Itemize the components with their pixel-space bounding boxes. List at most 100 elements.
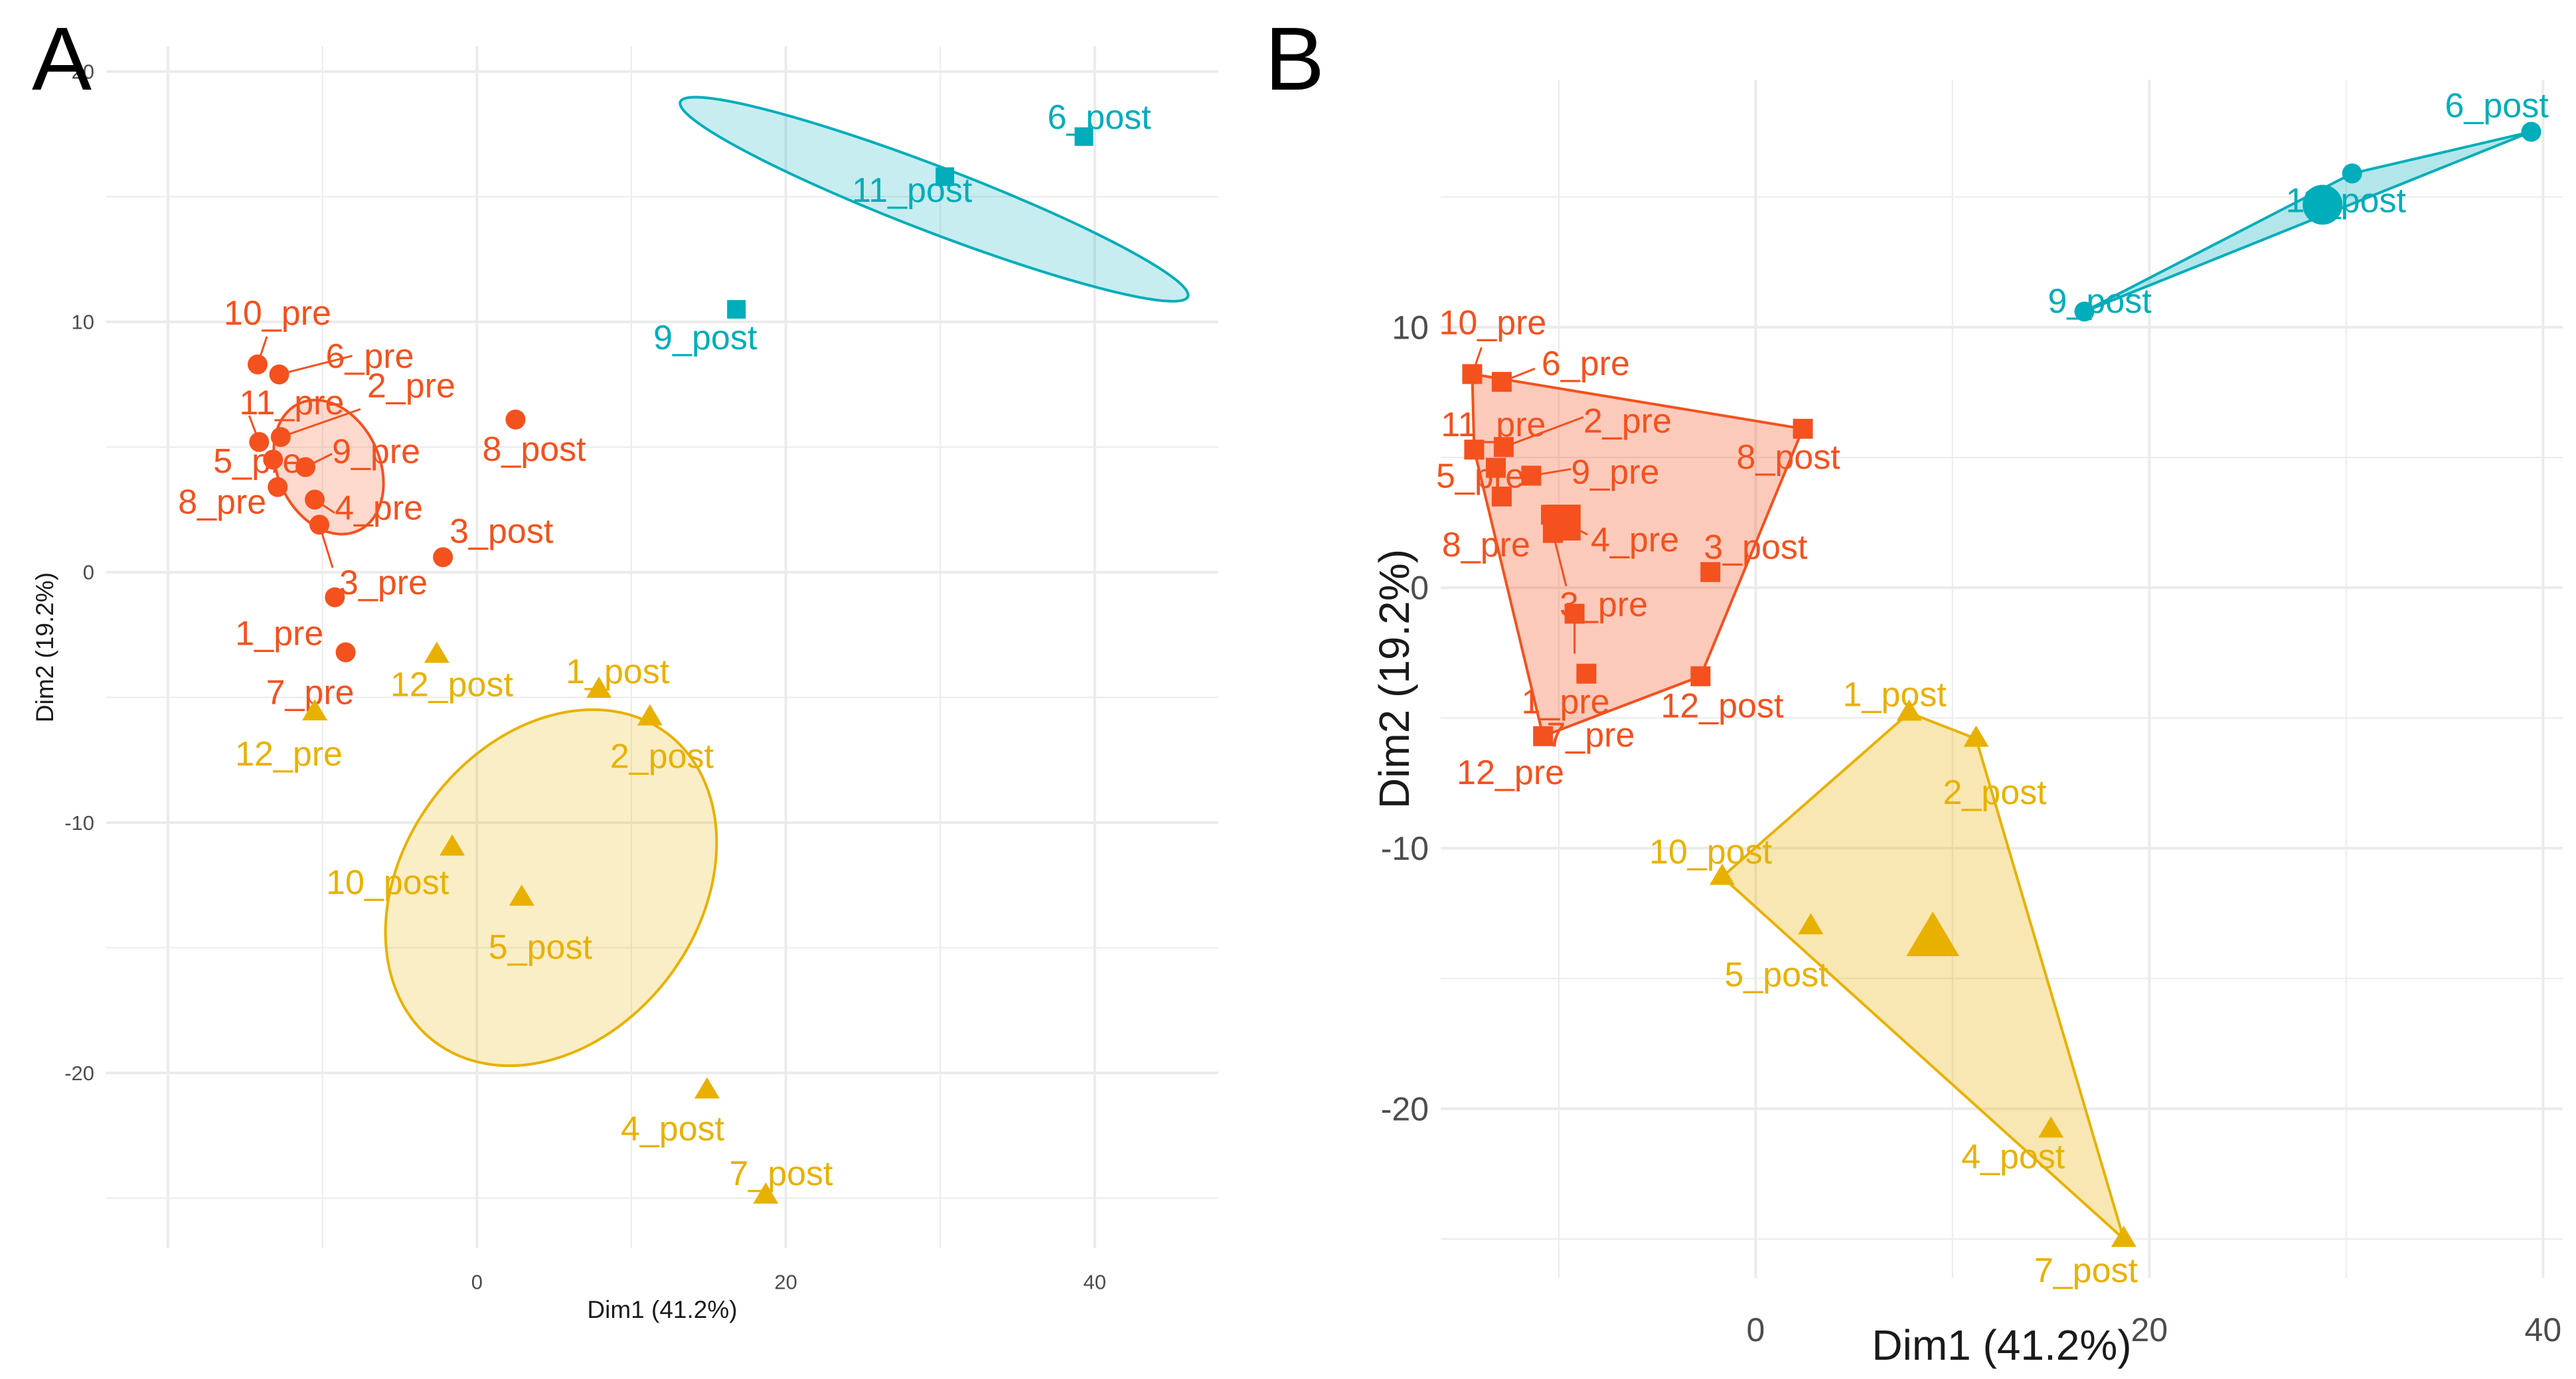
point-11-post — [2342, 163, 2362, 184]
point-7-post — [753, 1182, 779, 1204]
leader-line — [280, 408, 361, 438]
point-label-7-pre: 7_pre — [1546, 716, 1635, 755]
point-9-pre — [1521, 465, 1542, 486]
series-post_b: 12_pre 12_post 1_post 2_post 10_post 5_post 4_… — [235, 641, 833, 1204]
y-axis-label: Dim2 (19.2%) — [1370, 549, 1418, 809]
centroid-post_a — [2302, 185, 2343, 225]
point-label-1-post: 1_post — [1843, 676, 1947, 714]
point-6-post — [2521, 122, 2541, 142]
point-label-12-pre: 12_pre — [1457, 754, 1564, 792]
point-label-8-pre: 8_pre — [1442, 526, 1530, 564]
x-axis-label: Dim1 (41.2%) — [1872, 1321, 2131, 1369]
point-label-1-pre: 1_pre — [1522, 683, 1610, 721]
y-tick-label: -20 — [1381, 1090, 1429, 1127]
y-tick-label: 10 — [72, 311, 94, 334]
x-tick-label: 20 — [2131, 1311, 2168, 1348]
x-tick-label: 20 — [774, 1271, 797, 1294]
x-tick-label: 0 — [471, 1271, 483, 1294]
point-12-post — [1690, 666, 1711, 687]
point-label-11-pre: 11_pre — [1441, 406, 1546, 444]
point-label-3-pre: 3_pre — [339, 564, 428, 602]
point-label-12-post: 12_post — [390, 665, 514, 704]
point-10-post — [1709, 863, 1735, 885]
point-10-post — [440, 834, 465, 856]
point-8-post — [1793, 418, 1813, 439]
point-label-10-pre: 10_pre — [1439, 303, 1546, 342]
point-3-pre — [309, 515, 330, 535]
point-label-10-post: 10_post — [326, 864, 449, 902]
x-tick-label: 0 — [1746, 1311, 1765, 1348]
point-label-7-post: 7_post — [729, 1155, 833, 1193]
panel-label: A — [32, 9, 92, 109]
y-tick-label: -20 — [64, 1062, 94, 1085]
convex-hull-pre — [1471, 372, 1805, 738]
y-tick-label: -10 — [64, 811, 94, 835]
point-label-9-pre: 9_pre — [1571, 453, 1659, 491]
point-6-pre — [269, 364, 289, 384]
leader-line — [279, 355, 353, 376]
point-7-post — [2111, 1226, 2136, 1248]
y-tick-label: 0 — [1410, 570, 1429, 607]
point-4-post — [2038, 1116, 2064, 1138]
point-label-10-post: 10_post — [1649, 833, 1773, 872]
point-label-6-pre: 6_pre — [1542, 345, 1630, 383]
point-label-4-pre: 4_pre — [1591, 521, 1679, 559]
point-label-10-pre: 10_pre — [224, 294, 331, 333]
point-label-8-post: 8_post — [1737, 438, 1841, 477]
point-7-pre — [1576, 663, 1597, 684]
point-label-3-post: 3_post — [1704, 528, 1808, 567]
point-label-1-pre: 1_pre — [235, 615, 323, 653]
point-8-post — [505, 409, 526, 430]
point-1-post — [586, 677, 612, 698]
point-label-7-pre: 7_pre — [266, 674, 355, 712]
group-enclosures — [1471, 130, 2533, 1241]
point-1-pre — [1564, 604, 1585, 624]
confidence-ellipse-post_b — [384, 708, 718, 1068]
point-label-12-pre: 12_pre — [235, 735, 343, 773]
centroid-pre — [1544, 505, 1581, 541]
y-tick-label: 20 — [72, 60, 94, 84]
point-label-5-post: 5_post — [1724, 955, 1828, 994]
point-10-pre — [1462, 364, 1483, 384]
point-11-pre — [1464, 440, 1485, 460]
point-7-pre — [335, 642, 356, 663]
point-label-6-post: 6_post — [2445, 86, 2549, 125]
point-1-pre — [325, 587, 345, 608]
point-9-post — [2074, 301, 2095, 322]
y-tick-label: 10 — [1392, 309, 1429, 346]
group-enclosures — [272, 96, 1190, 1068]
point-label-4-post: 4_post — [621, 1109, 725, 1148]
point-2-pre — [1493, 437, 1514, 457]
centroid-post_b — [1906, 911, 1960, 957]
point-label-11-pre: 11_pre — [239, 384, 344, 422]
point-label-9-post: 9_post — [2048, 282, 2152, 321]
point-6-post — [1074, 127, 1093, 146]
point-5-post — [1798, 913, 1824, 935]
point-12-pre — [302, 699, 328, 721]
point-1-post — [1896, 699, 1922, 721]
point-label-4-post: 4_post — [1961, 1137, 2065, 1176]
point-5-pre — [263, 449, 283, 470]
point-4-pre — [305, 489, 325, 510]
point-3-post — [1700, 562, 1721, 582]
point-5-pre — [1486, 457, 1506, 478]
point-label-6-post: 6_post — [1048, 98, 1152, 137]
point-label-7-post: 7_post — [2034, 1252, 2138, 1290]
x-tick-label: 40 — [1084, 1271, 1106, 1294]
point-10-pre — [247, 354, 268, 374]
point-label-1-post: 1_post — [566, 653, 670, 691]
point-label-9-pre: 9_pre — [332, 433, 420, 471]
x-tick-label: 40 — [2525, 1311, 2562, 1348]
point-label-8-pre: 8_pre — [178, 483, 266, 522]
panel-a: 0 20 40 -20 -10 0 10 20 Dim1 (41.2%) Dim2 (19.2%)… — [31, 9, 1218, 1323]
point-label-4-pre: 4_pre — [335, 489, 423, 528]
grid — [106, 46, 1218, 1248]
point-label-12-post: 12_post — [1660, 687, 1784, 726]
point-label-5-pre: 5_pre — [213, 442, 301, 481]
point-2-post — [1963, 725, 1989, 747]
point-5-post — [509, 884, 534, 906]
point-12-pre — [1533, 726, 1554, 746]
y-axis-label: Dim2 (19.2%) — [31, 572, 58, 722]
